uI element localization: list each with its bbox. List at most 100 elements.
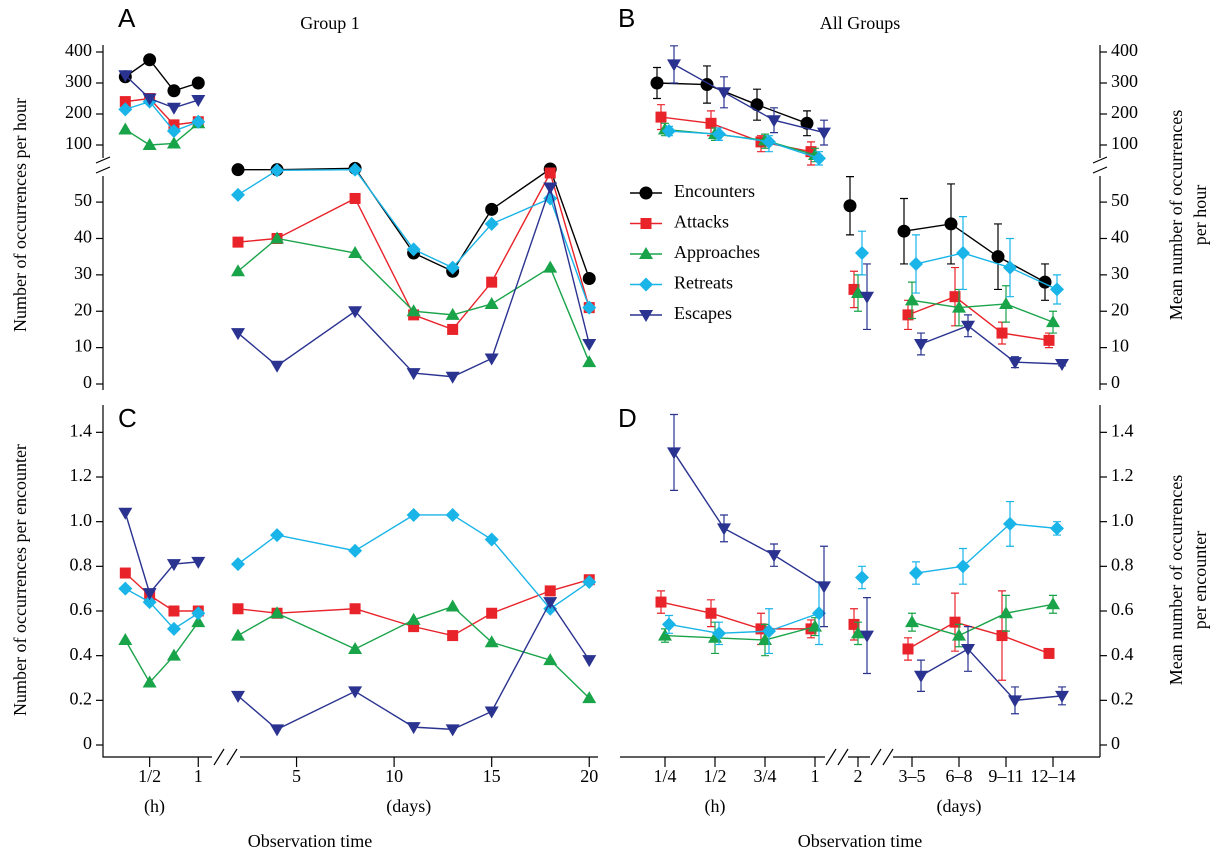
panel-label: A — [118, 3, 136, 33]
marker — [166, 136, 181, 149]
marker — [143, 53, 157, 67]
y-axis-label: Number of occurrences per hour — [10, 98, 30, 332]
marker — [544, 167, 556, 179]
marker — [956, 559, 970, 574]
series-line — [124, 588, 199, 630]
marker — [349, 603, 361, 615]
panel-title: Group 1 — [300, 13, 360, 33]
series-line — [907, 621, 1050, 655]
marker — [445, 307, 460, 320]
series-line — [124, 512, 199, 595]
y-tick-label: 30 — [74, 263, 92, 283]
marker — [1055, 690, 1069, 703]
marker — [755, 623, 767, 635]
x-tick-label: 9–11 — [988, 766, 1023, 786]
y-tick-label: 40 — [74, 227, 92, 247]
marker — [166, 102, 181, 115]
series-line — [920, 324, 1063, 365]
y-tick-label: 0.8 — [70, 554, 93, 574]
marker — [662, 124, 676, 139]
y-tick-label: 0.4 — [1111, 644, 1134, 664]
marker — [909, 256, 923, 271]
x-tick-label: 2 — [854, 766, 863, 786]
marker — [1050, 521, 1064, 536]
marker — [406, 304, 421, 317]
series-line — [664, 128, 816, 156]
y-tick-label: 1.0 — [70, 510, 93, 530]
y-axis-label: Mean number of occurrences — [1166, 110, 1186, 320]
marker — [897, 224, 911, 238]
marker — [348, 543, 363, 558]
y-tick-label: 100 — [1111, 133, 1138, 153]
marker — [191, 76, 205, 90]
marker — [349, 192, 361, 204]
marker — [406, 242, 421, 257]
marker — [543, 260, 558, 273]
series-line — [668, 612, 820, 635]
series-line — [911, 299, 1054, 323]
series-line — [125, 97, 199, 126]
legend-marker — [640, 218, 652, 229]
series-line — [903, 223, 1046, 283]
marker — [167, 84, 181, 98]
series-line — [124, 58, 199, 92]
marker — [914, 670, 928, 683]
legend-marker — [639, 247, 653, 259]
series-line — [237, 237, 590, 363]
marker — [909, 566, 923, 581]
y-tick-label: 0.6 — [1111, 599, 1134, 619]
x-tick-label: 6–8 — [946, 766, 973, 786]
marker — [484, 706, 499, 719]
marker — [166, 559, 181, 572]
marker — [582, 300, 597, 315]
axes — [95, 45, 1108, 766]
x-tick-label: 1 — [811, 766, 820, 786]
axis-break — [95, 156, 111, 174]
marker — [1046, 315, 1060, 328]
x-tick-label: 3/4 — [753, 766, 776, 786]
y-axis-label: Number of occurrences per encounter — [10, 444, 30, 716]
series-line — [668, 130, 820, 159]
marker — [705, 607, 717, 619]
marker — [406, 612, 421, 625]
series-line — [237, 605, 590, 699]
x-tick-label: 1/2 — [703, 766, 726, 786]
marker — [118, 102, 133, 117]
y-tick-label: 50 — [74, 190, 92, 210]
legend-label: Retreats — [674, 273, 733, 293]
series-line — [237, 185, 590, 378]
x-unit-label: (h) — [705, 796, 726, 817]
marker — [231, 690, 246, 703]
y-tick-label: 300 — [65, 71, 92, 91]
marker — [118, 581, 133, 596]
x-unit-label: (days) — [386, 796, 431, 817]
series-line — [237, 514, 590, 610]
marker — [484, 532, 499, 547]
marker — [762, 624, 776, 639]
y-tick-label: 200 — [65, 102, 92, 122]
marker — [762, 134, 776, 149]
marker — [996, 327, 1008, 339]
legend-label: Escapes — [674, 303, 732, 323]
y-tick-label: 0 — [1111, 372, 1120, 392]
x-tick-label: 5 — [292, 766, 301, 786]
marker — [270, 724, 285, 737]
marker — [142, 138, 157, 150]
marker — [119, 567, 131, 579]
marker — [800, 116, 814, 130]
marker — [582, 355, 597, 368]
axis-line — [102, 405, 598, 758]
marker — [231, 163, 245, 177]
y-tick-label: 1.4 — [70, 420, 93, 440]
marker — [655, 596, 667, 608]
marker — [270, 528, 285, 543]
marker — [817, 581, 831, 594]
y-tick-label: 50 — [1111, 190, 1129, 210]
series-line — [673, 452, 825, 588]
y-tick-label: 1.2 — [70, 465, 93, 485]
marker — [667, 447, 681, 460]
marker — [484, 216, 499, 231]
marker — [485, 202, 499, 216]
y-axis-label: per encounter — [1190, 531, 1210, 629]
